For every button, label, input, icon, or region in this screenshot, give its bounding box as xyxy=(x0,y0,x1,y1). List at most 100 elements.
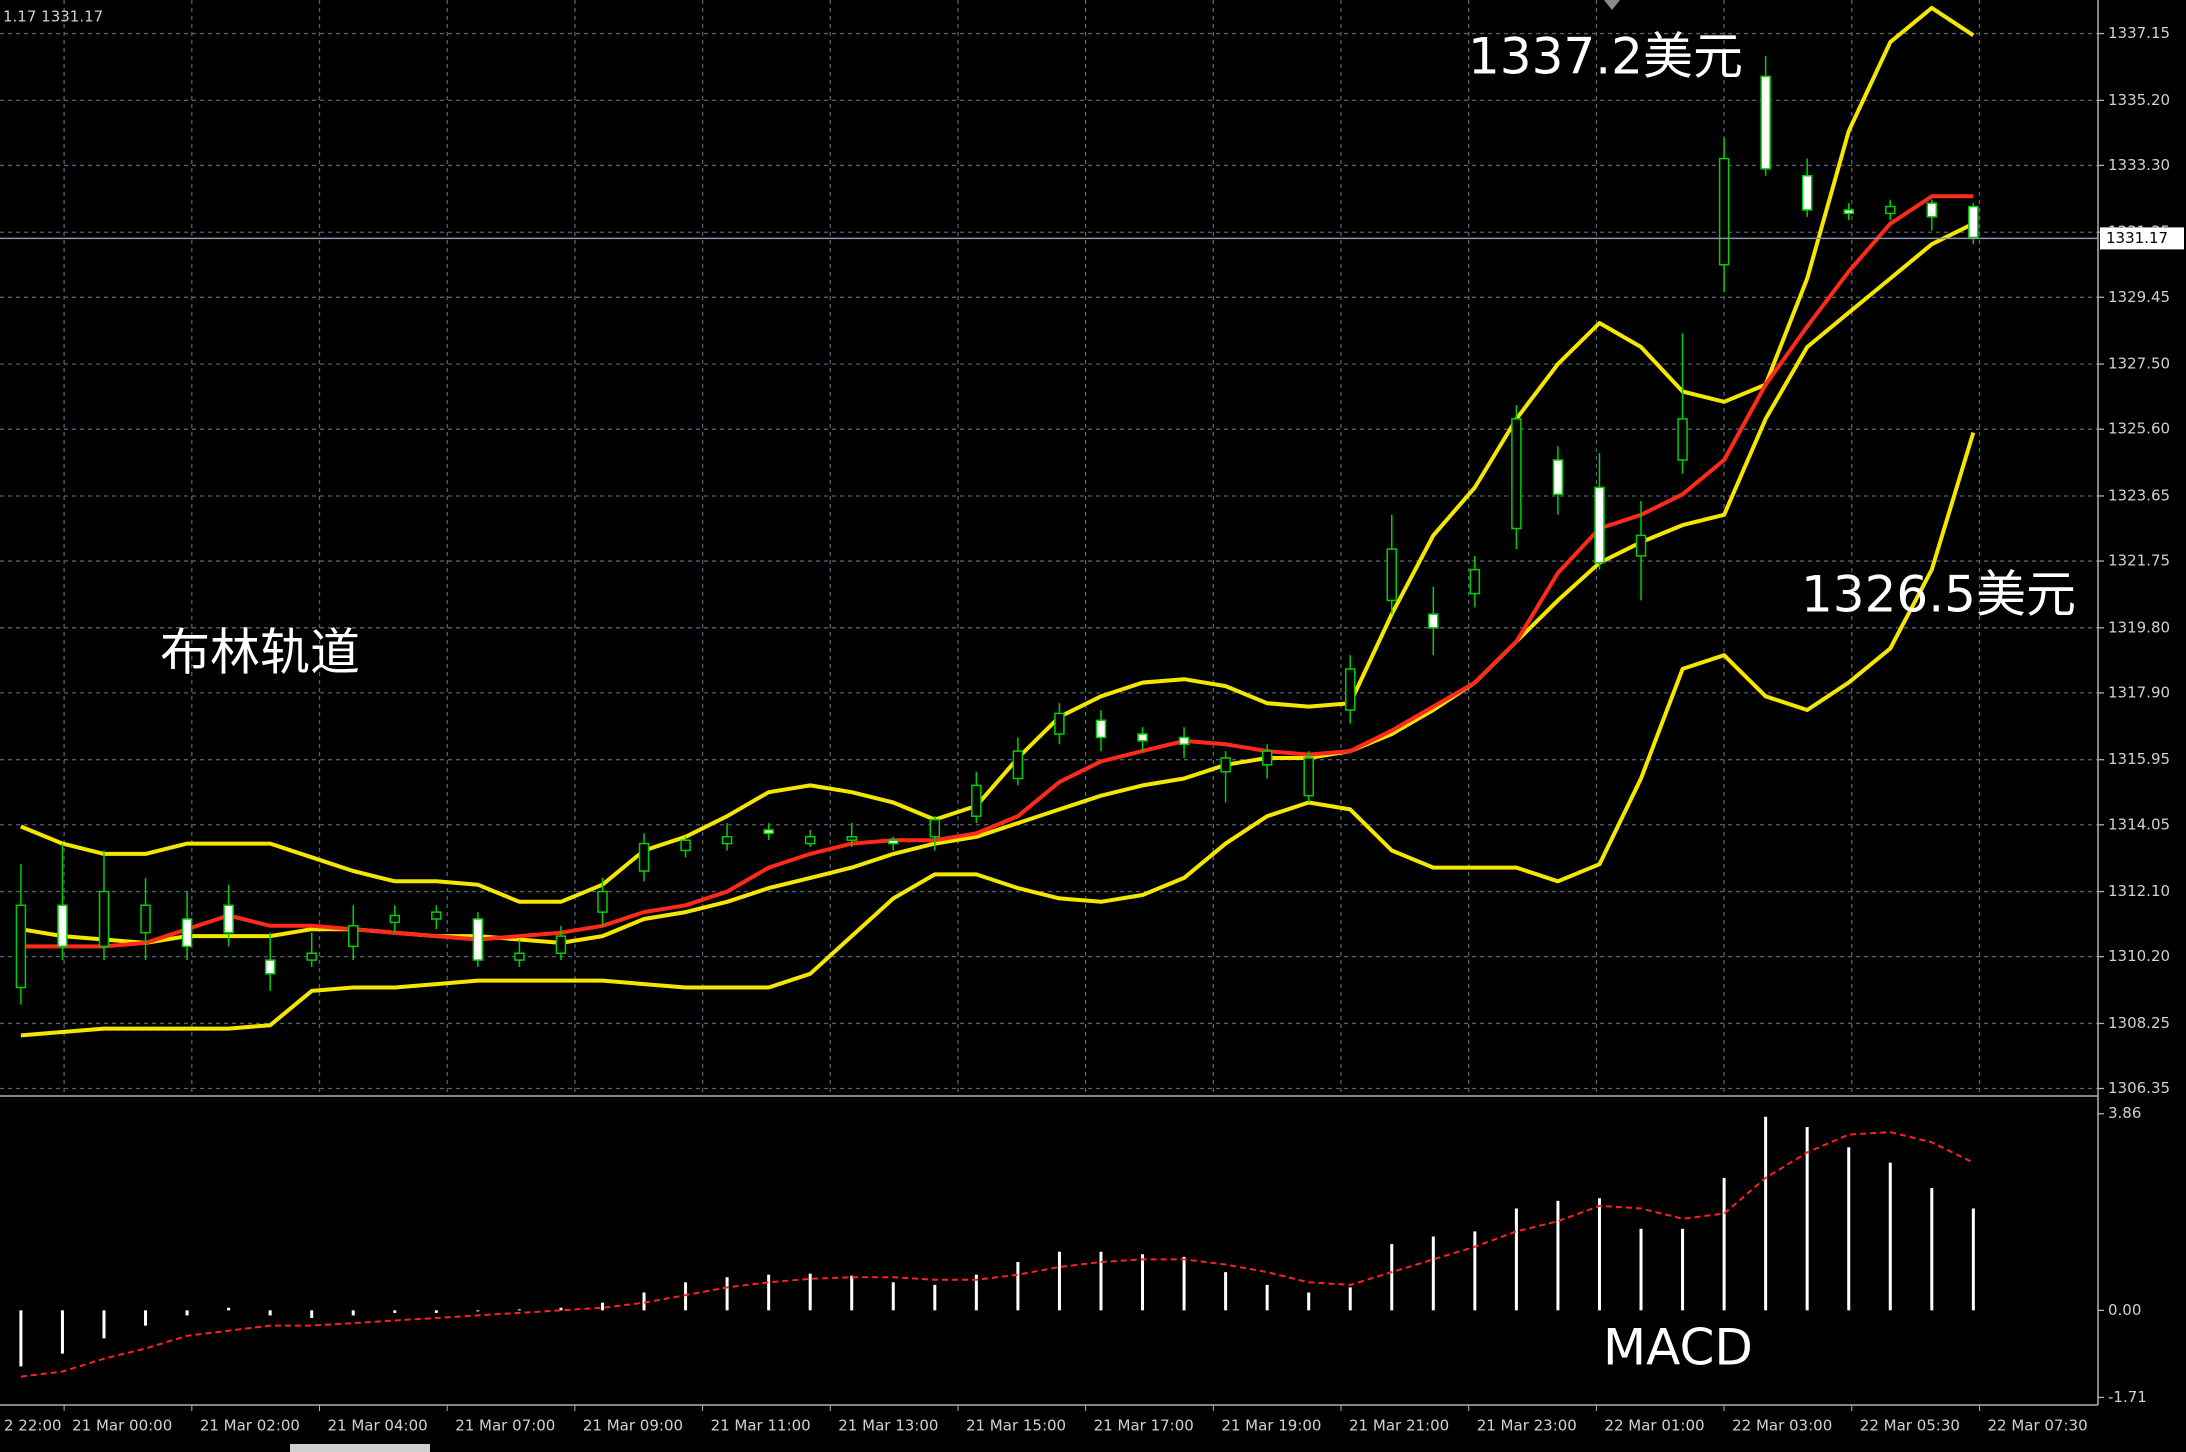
candle-body xyxy=(1261,750,1273,766)
macd-bar xyxy=(600,1302,604,1311)
macd-bar xyxy=(725,1277,729,1311)
y-tick-label: 1314.05 xyxy=(2108,815,2170,833)
macd-bar xyxy=(60,1310,64,1354)
bollinger-band xyxy=(20,5,1975,904)
x-tick-label: 21 Mar 02:00 xyxy=(200,1417,300,1435)
candle-body xyxy=(1677,418,1688,461)
x-tick-label: 21 Mar 00:00 xyxy=(72,1417,172,1435)
current-price-box xyxy=(2100,227,2184,250)
candle-body xyxy=(15,904,27,989)
candle-body xyxy=(472,918,484,961)
candle-body xyxy=(181,918,193,948)
macd-bar xyxy=(1597,1198,1601,1311)
macd-bar xyxy=(933,1284,937,1311)
candle-body xyxy=(1137,733,1148,742)
macd-bar xyxy=(1141,1254,1145,1311)
candle-body xyxy=(431,911,442,920)
y-tick-label: 0.00 xyxy=(2108,1301,2141,1319)
y-tick-label: 1337.15 xyxy=(2108,24,2170,42)
macd-bar xyxy=(1930,1188,1934,1311)
candle-body xyxy=(1220,757,1231,773)
x-tick-label: 22 Mar 01:00 xyxy=(1604,1417,1704,1435)
macd-bar xyxy=(1016,1261,1020,1311)
macd-signal xyxy=(20,1131,1974,1378)
macd-bar xyxy=(1182,1256,1186,1311)
macd-bar xyxy=(434,1310,438,1313)
macd-bar xyxy=(1847,1147,1851,1311)
candle-body xyxy=(888,839,899,845)
annotation: 1337.2美元 xyxy=(1468,28,1743,86)
candle-body xyxy=(1594,486,1605,564)
y-tick-label: 1319.80 xyxy=(2108,618,2170,636)
candle-body xyxy=(721,836,733,845)
candle-body xyxy=(389,914,401,924)
candle-body xyxy=(1469,568,1481,595)
x-tick-label: 21 Mar 23:00 xyxy=(1477,1417,1577,1435)
candle-body xyxy=(514,952,525,961)
candle-body xyxy=(1386,548,1398,602)
macd-bar xyxy=(1265,1284,1269,1311)
candle-body xyxy=(264,959,276,975)
candle-body xyxy=(1511,418,1522,530)
scroll-bar xyxy=(290,1444,430,1452)
macd-bar xyxy=(1514,1208,1518,1311)
x-tick-label: 21 Mar 11:00 xyxy=(711,1417,811,1435)
x-tick-label: 21 Mar 15:00 xyxy=(966,1417,1066,1435)
y-tick-label: 1306.35 xyxy=(2108,1079,2170,1097)
candle-body xyxy=(347,925,359,948)
candle-body xyxy=(1843,209,1854,215)
y-tick-label: -1.71 xyxy=(2108,1388,2147,1406)
x-tick-label: 2 22:00 xyxy=(4,1417,62,1435)
candle-body xyxy=(1885,205,1896,215)
y-tick-label: 1310.20 xyxy=(2108,947,2170,965)
candle-body xyxy=(763,829,774,835)
macd-bar xyxy=(1805,1126,1809,1311)
y-tick-label: 1327.50 xyxy=(2108,355,2170,373)
candle-body xyxy=(306,952,317,961)
candle-body xyxy=(1303,757,1314,797)
macd-bar xyxy=(1971,1208,1975,1311)
candle-body xyxy=(1635,534,1647,557)
candle-body xyxy=(1012,750,1024,780)
candle-body xyxy=(1344,668,1356,711)
macd-bar xyxy=(1431,1236,1435,1311)
x-tick-label: 22 Mar 07:30 xyxy=(1987,1417,2087,1435)
y-tick-label: 1317.90 xyxy=(2108,683,2170,701)
y-tick-label: 1329.45 xyxy=(2108,288,2170,306)
shift-marker xyxy=(1604,0,1620,10)
candle-body xyxy=(1718,157,1730,266)
macd-bar xyxy=(559,1307,563,1311)
x-tick-label: 21 Mar 09:00 xyxy=(583,1417,683,1435)
macd-bar xyxy=(351,1310,355,1316)
moving-average xyxy=(20,194,1974,949)
annotation: 1326.5美元 xyxy=(1801,566,2076,624)
macd-bar xyxy=(1224,1272,1228,1311)
price-panel xyxy=(0,5,2098,1038)
x-tick-label: 22 Mar 05:30 xyxy=(1860,1417,1960,1435)
macd-bar xyxy=(393,1310,397,1313)
candle-body xyxy=(846,836,857,841)
candle-body xyxy=(597,890,608,913)
candle-body xyxy=(1178,736,1190,746)
candle-body xyxy=(555,935,567,954)
macd-bar xyxy=(1639,1228,1643,1311)
y-tick-label: 1315.95 xyxy=(2108,750,2170,768)
bollinger-band xyxy=(20,432,1976,1038)
candle-body xyxy=(1801,174,1813,211)
x-tick-label: 21 Mar 21:00 xyxy=(1349,1417,1449,1435)
x-tick-label: 21 Mar 13:00 xyxy=(838,1417,938,1435)
candle-body xyxy=(1054,712,1065,735)
macd-label: MACD xyxy=(1603,1319,1753,1377)
candle-body xyxy=(140,904,151,934)
y-tick-label: 1335.20 xyxy=(2108,91,2170,109)
macd-bar xyxy=(476,1310,480,1312)
y-tick-label: 1312.10 xyxy=(2108,882,2170,900)
macd-bar xyxy=(1764,1116,1768,1311)
macd-panel xyxy=(19,1116,1975,1378)
candle-body xyxy=(1552,459,1564,496)
macd-bar xyxy=(102,1310,106,1339)
x-tick-label: 21 Mar 07:00 xyxy=(455,1417,555,1435)
